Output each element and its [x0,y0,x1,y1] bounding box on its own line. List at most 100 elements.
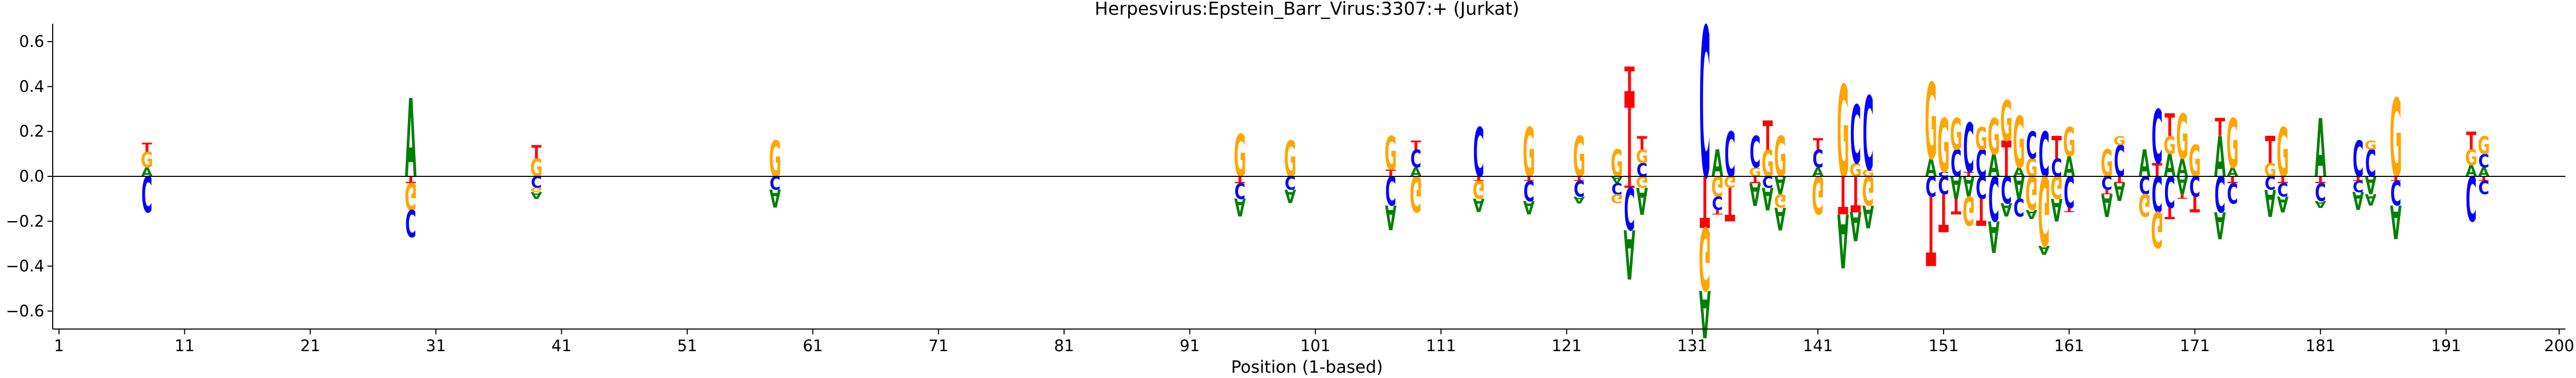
logo-letter-t: T [1976,190,1987,234]
logo-letter-g: G [2025,165,2037,218]
logo-letter-t: T [1850,164,1860,221]
logo-letter-a: A [1712,142,1723,185]
x-tick-label: 1 [54,337,64,355]
logo-letter-t: T [2102,188,2112,195]
logo-letter-g: G [530,154,542,183]
x-tick-label: 41 [551,337,571,355]
logo-letter-a: A [1762,180,1773,216]
logo-letter-c: C [2214,164,2226,221]
logo-letter-a: A [2001,198,2012,221]
logo-letter-c: C [1574,175,1585,201]
logo-letter-a: A [2214,125,2226,190]
logo-letter-a: A [1574,194,1586,205]
logo-letter-a: A [1850,203,1861,250]
x-tick-label: 81 [1054,337,1074,355]
logo-letter-t: T [1938,182,1948,243]
logo-letter-a: A [2051,192,2062,228]
logo-letter-g: G [2000,89,2012,154]
logo-letter-a: A [2277,191,2289,216]
logo-letter-c: C [1963,110,1974,188]
logo-letter-c: C [1862,76,1874,194]
logo-letter-g: G [1699,207,1711,308]
logo-letter-a: A [1523,196,1535,218]
logo-letter-a: A [1636,178,1648,222]
logo-letter-c: C [1812,145,1823,174]
logo-letter-t: T [2466,127,2476,156]
logo-letter-a: A [1749,176,1761,212]
x-tick-label: 131 [1677,337,1707,355]
logo-letter-g: G [2389,77,2402,202]
logo-letter-a: A [405,77,416,202]
logo-letter-g: G [2113,134,2125,148]
logo-letter-c: C [2001,167,2012,211]
logo-letter-c: C [141,164,152,221]
logo-letter-g: G [2465,146,2477,171]
logo-letter-c: C [1850,89,1861,182]
logo-letter-g: G [1410,164,1422,221]
logo-letter-g: G [405,174,417,218]
logo-letter-a: A [2139,142,2150,185]
logo-letter-t: T [1813,135,1823,153]
x-tick-label: 91 [1179,337,1199,355]
y-tick-label: −0.4 [6,257,44,276]
logo-letter-g: G [2051,169,2063,205]
logo-letter-g: G [2025,154,2037,183]
logo-letter-a: A [2038,243,2051,257]
x-tick-label: 101 [1300,337,1330,355]
logo-letter-t: T [1712,208,1723,215]
logo-letter-g: G [2365,138,2377,153]
logo-letter-a: A [2315,198,2327,210]
x-tick-label: 51 [677,337,697,355]
x-tick-label: 141 [1803,337,1833,355]
logo-letter-c: C [2479,176,2490,198]
logo-letter-a: A [1624,214,1635,293]
logo-letter-c: C [2114,137,2125,187]
x-tick-label: 11 [174,337,194,355]
logo-letter-t: T [2265,128,2276,172]
logo-letter-g: G [1975,121,1987,157]
logo-letter-g: G [530,186,542,193]
logo-letter-c: C [1636,159,1647,181]
logo-letter-c: C [1234,177,1245,203]
logo-letter-c: C [1612,180,1623,197]
logo-letter-c: C [2014,193,2025,221]
logo-letter-a: A [1988,147,1999,184]
logo-letter-a: A [1774,170,1786,198]
logo-letter-g: G [2176,102,2188,174]
logo-letter-g: G [1636,145,1648,167]
logo-letter-g: G [1384,128,1397,181]
logo-letter-c: C [1712,192,1723,214]
logo-letter-g: G [1988,109,2000,166]
logo-letter-c: C [2101,172,2112,194]
logo-letter-a: A [2063,151,2075,183]
logo-letter-c: C [2152,164,2163,221]
logo-letter-g: G [1950,110,1962,160]
logo-letter-g: G [1862,166,1874,213]
logo-letter-c: C [2227,176,2238,208]
logo-letter-a: A [1473,194,1485,216]
logo-letter-a: A [1862,198,1874,234]
y-tick-label: 0.4 [19,77,44,96]
logo-letter-a: A [1988,211,1999,261]
x-tick-label: 151 [1928,337,1958,355]
x-tick-label: 191 [2431,337,2461,355]
logo-letter-t: T [1411,138,1421,153]
logo-letter-g: G [2163,132,2175,160]
logo-letter-c: C [2038,120,2050,192]
logo-letter-t: T [531,141,542,163]
logo-letter-c: C [1750,128,1761,178]
x-tick-label: 61 [803,337,823,355]
logo-letter-c: C [1938,170,1949,198]
logo-letter-c: C [1976,169,1987,205]
logo-letter-t: T [2152,159,2162,181]
logo-letter-c: C [2064,166,2075,216]
y-axis: −0.6 −0.4 −0.2 0.0 0.2 0.4 0.6 [6,24,53,329]
y-tick-label: 0.2 [19,123,44,141]
logo-letter-c: C [2315,177,2326,205]
logo-letter-g: G [1573,125,1585,190]
x-tick-label: 171 [2180,337,2210,355]
logo-letter-g: G [1761,142,1773,185]
logo-letter-g: G [1636,173,1648,191]
